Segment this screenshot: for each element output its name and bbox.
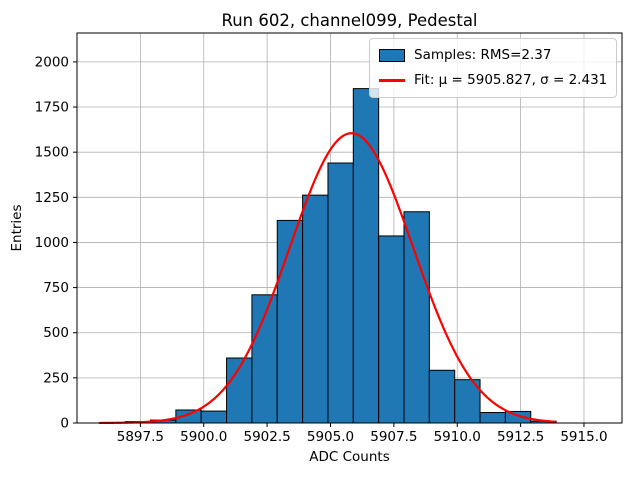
histogram-bar	[276, 219, 304, 424]
y-tick-label: 750	[43, 280, 69, 296]
histogram-bar	[352, 88, 380, 424]
chart-title: Run 602, channel099, Pedestal	[221, 11, 477, 30]
x-axis-label: ADC Counts	[309, 449, 389, 465]
y-tick-label: 1500	[35, 145, 69, 161]
x-tick-label: 5912.5	[497, 429, 544, 445]
x-tick-label: 5905.0	[307, 429, 354, 445]
y-tick-label: 0	[60, 416, 69, 432]
histogram-bar	[479, 412, 506, 424]
y-tick-label: 1250	[35, 190, 69, 206]
y-tick-label: 500	[43, 325, 69, 341]
axes-frame	[76, 32, 623, 424]
x-tick-label: 5902.5	[243, 429, 290, 445]
y-tick-label: 1750	[35, 100, 69, 116]
histogram-bar	[403, 211, 430, 424]
histogram-bar	[200, 410, 228, 424]
legend-label-samples: Samples: RMS=2.37	[414, 47, 552, 63]
x-tick-label: 5900.0	[180, 429, 227, 445]
legend-label-fit: Fit: μ = 5905.827, σ = 2.431	[414, 71, 608, 88]
ticks-layer: 5897.5 5900.0 5902.5 5905.0 5907.5 5910.0 5912…	[35, 54, 608, 445]
histogram-bar	[327, 162, 354, 424]
x-tick-label: 5910.0	[434, 429, 481, 445]
histogram-swatch	[379, 48, 405, 62]
x-tick-label: 5907.5	[370, 429, 417, 445]
fit-line-swatch	[379, 74, 405, 87]
plot-frame	[76, 32, 623, 424]
histogram-bar	[302, 194, 329, 424]
gaussian-fit-curve	[98, 132, 556, 425]
legend-entry-samples: Samples: RMS=2.37	[379, 46, 607, 65]
y-tick-label: 2000	[35, 54, 69, 70]
y-axis-label: Entries	[9, 204, 25, 251]
x-tick-label: 5897.5	[117, 429, 164, 445]
legend-entry-fit: Fit: μ = 5905.827, σ = 2.431	[379, 71, 607, 90]
fit-curve-layer	[98, 132, 556, 425]
histogram-bar	[428, 369, 456, 424]
histogram-bar	[378, 235, 405, 424]
x-tick-label: 5915.0	[560, 429, 607, 445]
y-tick-label: 1000	[35, 235, 69, 251]
legend: Samples: RMS=2.37 Fit: μ = 5905.827, σ =…	[369, 38, 618, 98]
y-tick-label: 250	[43, 370, 69, 386]
